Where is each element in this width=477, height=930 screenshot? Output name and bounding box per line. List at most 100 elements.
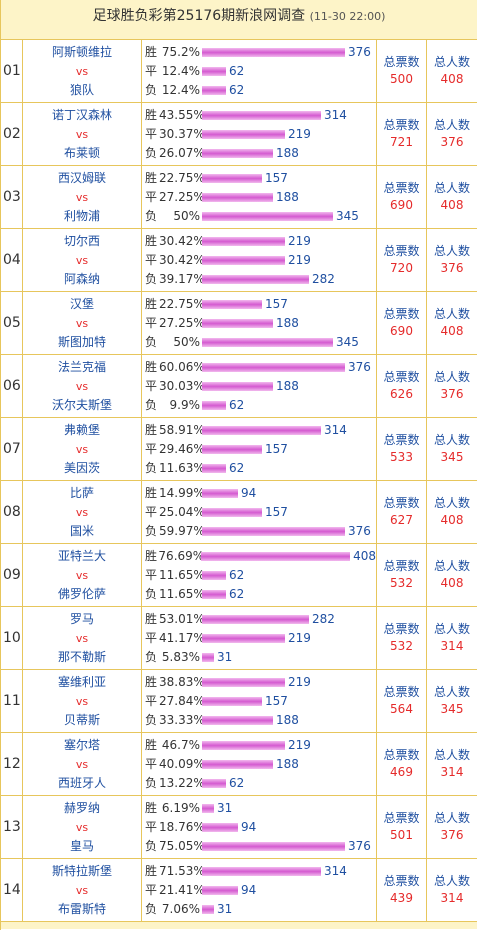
vote-bars: 胜 14.99% 94 平 25.04% 157 负 59.97% 376 bbox=[142, 481, 377, 543]
draw-percent: 41.17% bbox=[159, 630, 205, 645]
vote-bars: 胜 6.19% 31 平 18.76% 94 负 75.05% 376 bbox=[142, 796, 377, 858]
total-people-value: 376 bbox=[440, 387, 464, 401]
match-number: 12 bbox=[1, 733, 23, 795]
total-people-label: 总人数 bbox=[433, 307, 470, 321]
loss-label: 负 bbox=[145, 397, 158, 412]
loss-label: 负 bbox=[145, 208, 158, 223]
draw-bar bbox=[202, 822, 238, 832]
win-bar bbox=[202, 236, 285, 246]
away-team-link[interactable]: 利物浦 bbox=[63, 208, 100, 223]
draw-label: 平 bbox=[145, 252, 158, 267]
home-team-link[interactable]: 塞尔塔 bbox=[63, 737, 100, 752]
loss-bar bbox=[202, 463, 226, 473]
loss-label: 负 bbox=[145, 586, 158, 601]
draw-row: 平 40.09% 188 bbox=[145, 755, 376, 774]
home-team-link[interactable]: 亚特兰大 bbox=[57, 548, 106, 563]
vs-label: vs bbox=[75, 820, 89, 834]
total-votes-cell: 总票数 533 bbox=[377, 418, 427, 480]
table-row: 06 法兰克福 vs 沃尔夫斯堡 胜 60.06% 376 平 30.03% 1… bbox=[1, 355, 477, 418]
match-teams: 汉堡 vs 斯图加特 bbox=[23, 292, 142, 354]
match-teams: 斯特拉斯堡 vs 布雷斯特 bbox=[23, 859, 142, 921]
away-team-link[interactable]: 阿森纳 bbox=[63, 271, 100, 286]
match-teams: 阿斯顿维拉 vs 狼队 bbox=[23, 40, 142, 102]
total-votes-cell: 总票数 500 bbox=[377, 40, 427, 102]
home-team-link[interactable]: 比萨 bbox=[69, 485, 94, 500]
loss-percent: 11.63% bbox=[159, 460, 205, 475]
loss-bar bbox=[202, 904, 214, 914]
home-team-link[interactable]: 赫罗纳 bbox=[63, 800, 100, 815]
loss-bar bbox=[202, 274, 309, 284]
vote-bars: 胜 71.53% 314 平 21.41% 94 负 7.06% 31 bbox=[142, 859, 377, 921]
away-team-link[interactable]: 贝蒂斯 bbox=[63, 712, 100, 727]
loss-count: 62 bbox=[229, 82, 245, 97]
total-votes-label: 总票数 bbox=[383, 370, 420, 384]
away-team-link[interactable]: 西班牙人 bbox=[57, 775, 106, 790]
draw-label: 平 bbox=[145, 819, 158, 834]
win-label: 胜 bbox=[145, 548, 158, 563]
win-label: 胜 bbox=[145, 233, 158, 248]
home-team-link[interactable]: 弗赖堡 bbox=[63, 422, 100, 437]
total-people-cell: 总人数 376 bbox=[427, 229, 477, 291]
table-row: 08 比萨 vs 国米 胜 14.99% 94 平 25.04% 157 负 5… bbox=[1, 481, 477, 544]
draw-row: 平 30.03% 188 bbox=[145, 377, 376, 396]
home-team-link[interactable]: 塞维利亚 bbox=[57, 674, 106, 689]
win-count: 376 bbox=[348, 359, 371, 374]
loss-row: 负 5.83% 31 bbox=[145, 648, 376, 667]
away-team-link[interactable]: 美因茨 bbox=[63, 460, 100, 475]
match-list: 01 阿斯顿维拉 vs 狼队 胜 75.2% 376 平 12.4% 62 负 … bbox=[1, 40, 477, 922]
loss-count: 345 bbox=[336, 208, 359, 223]
home-team-link[interactable]: 阿斯顿维拉 bbox=[51, 44, 112, 59]
draw-row: 平 11.65% 62 bbox=[145, 566, 376, 585]
total-people-value: 408 bbox=[440, 72, 464, 86]
home-team-link[interactable]: 诺丁汉森林 bbox=[51, 107, 112, 122]
loss-percent: 9.9% bbox=[169, 397, 201, 412]
draw-bar bbox=[202, 696, 262, 706]
loss-percent: 50% bbox=[173, 208, 200, 223]
home-team-link[interactable]: 切尔西 bbox=[63, 233, 100, 248]
total-people-value: 376 bbox=[440, 828, 464, 842]
table-row: 04 切尔西 vs 阿森纳 胜 30.42% 219 平 30.42% 219 … bbox=[1, 229, 477, 292]
loss-row: 负 13.22% 62 bbox=[145, 774, 376, 793]
vote-bars: 胜 22.75% 157 平 27.25% 188 负 50% 345 bbox=[142, 292, 377, 354]
home-team-link[interactable]: 西汉姆联 bbox=[57, 170, 106, 185]
draw-bar bbox=[202, 255, 285, 265]
win-row: 胜 60.06% 376 bbox=[145, 358, 376, 377]
loss-row: 负 12.4% 62 bbox=[145, 81, 376, 100]
loss-percent: 75.05% bbox=[159, 838, 205, 853]
draw-count: 219 bbox=[288, 630, 311, 645]
away-team-link[interactable]: 国米 bbox=[69, 523, 94, 538]
total-people-value: 314 bbox=[440, 639, 464, 653]
home-team-link[interactable]: 汉堡 bbox=[69, 296, 94, 311]
home-team-link[interactable]: 斯特拉斯堡 bbox=[51, 863, 112, 878]
draw-label: 平 bbox=[145, 315, 158, 330]
total-people-cell: 总人数 345 bbox=[427, 670, 477, 732]
win-bar bbox=[202, 110, 321, 120]
loss-row: 负 11.63% 62 bbox=[145, 459, 376, 478]
total-people-label: 总人数 bbox=[433, 370, 470, 384]
home-team-link[interactable]: 法兰克福 bbox=[57, 359, 106, 374]
away-team-link[interactable]: 沃尔夫斯堡 bbox=[51, 397, 112, 412]
total-people-cell: 总人数 408 bbox=[427, 544, 477, 606]
away-team-link[interactable]: 布莱顿 bbox=[63, 145, 100, 160]
away-team-link[interactable]: 皇马 bbox=[69, 838, 94, 853]
vs-label: vs bbox=[75, 505, 89, 519]
total-votes-cell: 总票数 627 bbox=[377, 481, 427, 543]
loss-bar bbox=[202, 841, 345, 851]
vs-label: vs bbox=[75, 568, 89, 582]
win-count: 31 bbox=[217, 800, 233, 815]
draw-count: 62 bbox=[229, 63, 245, 78]
away-team-link[interactable]: 狼队 bbox=[69, 82, 94, 97]
loss-percent: 59.97% bbox=[159, 523, 205, 538]
home-team-link[interactable]: 罗马 bbox=[69, 611, 94, 626]
away-team-link[interactable]: 斯图加特 bbox=[57, 334, 106, 349]
win-label: 胜 bbox=[145, 485, 158, 500]
loss-label: 负 bbox=[145, 145, 158, 160]
away-team-link[interactable]: 佛罗伦萨 bbox=[57, 586, 106, 601]
match-teams: 亚特兰大 vs 佛罗伦萨 bbox=[23, 544, 142, 606]
draw-row: 平 25.04% 157 bbox=[145, 503, 376, 522]
draw-row: 平 27.84% 157 bbox=[145, 692, 376, 711]
total-votes-value: 501 bbox=[390, 828, 413, 842]
loss-label: 负 bbox=[145, 649, 158, 664]
away-team-link[interactable]: 布雷斯特 bbox=[57, 901, 106, 916]
away-team-link[interactable]: 那不勒斯 bbox=[57, 649, 106, 664]
